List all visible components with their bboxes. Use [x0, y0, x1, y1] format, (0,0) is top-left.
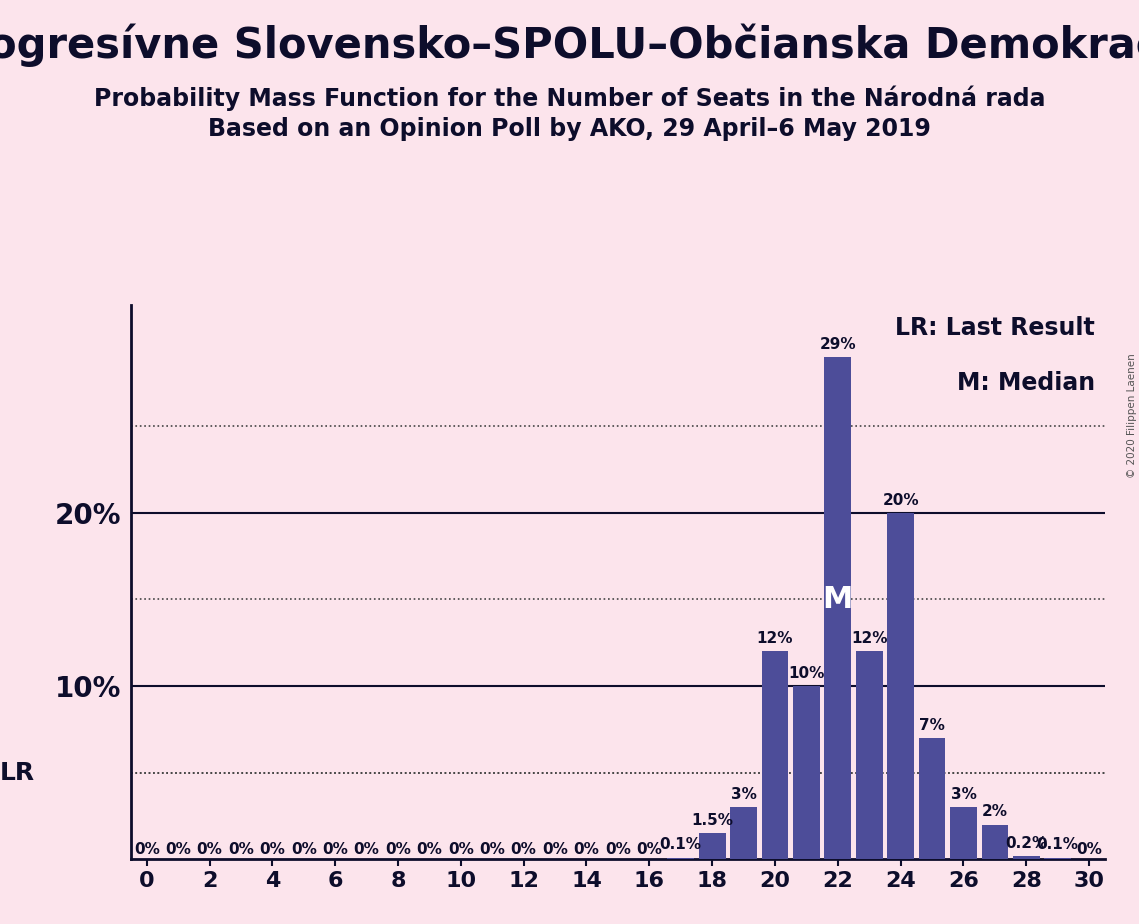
Bar — [793, 686, 820, 859]
Text: M: M — [822, 585, 853, 614]
Text: 29%: 29% — [819, 336, 857, 352]
Bar — [1044, 857, 1071, 859]
Text: 0%: 0% — [228, 842, 254, 857]
Text: LR: Last Result: LR: Last Result — [895, 316, 1095, 340]
Bar — [825, 357, 851, 859]
Text: Based on an Opinion Poll by AKO, 29 April–6 May 2019: Based on an Opinion Poll by AKO, 29 Apri… — [208, 117, 931, 141]
Text: 0.2%: 0.2% — [1006, 835, 1048, 851]
Text: 0%: 0% — [385, 842, 411, 857]
Text: 0%: 0% — [605, 842, 631, 857]
Bar — [919, 738, 945, 859]
Text: 0%: 0% — [260, 842, 285, 857]
Text: LR: LR — [0, 760, 35, 784]
Text: 0%: 0% — [480, 842, 506, 857]
Text: 0%: 0% — [574, 842, 599, 857]
Text: M: Median: M: Median — [957, 371, 1095, 395]
Text: 12%: 12% — [851, 631, 887, 646]
Text: 0%: 0% — [165, 842, 191, 857]
Text: 10%: 10% — [788, 666, 825, 681]
Text: 0%: 0% — [448, 842, 474, 857]
Text: Progresívne Slovensko–SPOLU–Občianska Demokracia: Progresívne Slovensko–SPOLU–Občianska De… — [0, 23, 1139, 67]
Text: 0%: 0% — [290, 842, 317, 857]
Bar — [699, 833, 726, 859]
Text: © 2020 Filippen Laenen: © 2020 Filippen Laenen — [1126, 353, 1137, 479]
Bar — [982, 824, 1008, 859]
Text: 0%: 0% — [133, 842, 159, 857]
Text: 0%: 0% — [1076, 842, 1103, 857]
Text: 2%: 2% — [982, 805, 1008, 820]
Text: 7%: 7% — [919, 718, 945, 733]
Text: 0.1%: 0.1% — [1036, 837, 1079, 852]
Text: 12%: 12% — [756, 631, 793, 646]
Text: 0%: 0% — [637, 842, 662, 857]
Text: 0%: 0% — [417, 842, 442, 857]
Text: 3%: 3% — [951, 787, 976, 802]
Bar — [730, 808, 757, 859]
Text: 0.1%: 0.1% — [659, 837, 702, 852]
Text: 3%: 3% — [730, 787, 756, 802]
Text: 0%: 0% — [542, 842, 568, 857]
Text: 0%: 0% — [322, 842, 349, 857]
Text: 0%: 0% — [510, 842, 536, 857]
Bar — [667, 857, 694, 859]
Bar — [950, 808, 977, 859]
Text: Probability Mass Function for the Number of Seats in the Národná rada: Probability Mass Function for the Number… — [93, 85, 1046, 111]
Bar — [762, 651, 788, 859]
Text: 0%: 0% — [353, 842, 379, 857]
Bar — [1013, 856, 1040, 859]
Text: 0%: 0% — [197, 842, 222, 857]
Bar — [855, 651, 883, 859]
Text: 20%: 20% — [883, 492, 919, 507]
Text: 1.5%: 1.5% — [691, 813, 734, 828]
Bar — [887, 513, 913, 859]
